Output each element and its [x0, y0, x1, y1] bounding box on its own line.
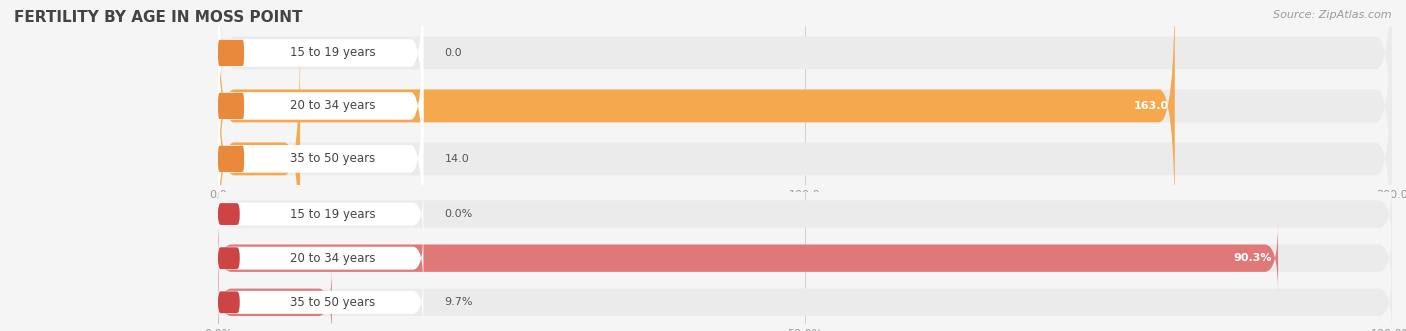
- FancyBboxPatch shape: [218, 0, 1392, 232]
- FancyBboxPatch shape: [218, 0, 423, 153]
- FancyBboxPatch shape: [218, 291, 240, 313]
- Text: 35 to 50 years: 35 to 50 years: [291, 296, 375, 309]
- Text: 9.7%: 9.7%: [444, 297, 472, 307]
- FancyBboxPatch shape: [218, 33, 299, 285]
- FancyBboxPatch shape: [218, 247, 240, 269]
- FancyBboxPatch shape: [218, 93, 245, 119]
- FancyBboxPatch shape: [218, 230, 423, 286]
- Text: 15 to 19 years: 15 to 19 years: [290, 46, 375, 60]
- FancyBboxPatch shape: [218, 186, 423, 242]
- Text: 20 to 34 years: 20 to 34 years: [290, 99, 375, 113]
- FancyBboxPatch shape: [218, 222, 1392, 294]
- Text: Source: ZipAtlas.com: Source: ZipAtlas.com: [1274, 10, 1392, 20]
- Text: 0.0%: 0.0%: [444, 209, 472, 219]
- FancyBboxPatch shape: [218, 40, 245, 66]
- FancyBboxPatch shape: [218, 0, 1392, 179]
- Text: 20 to 34 years: 20 to 34 years: [290, 252, 375, 265]
- Text: 163.0: 163.0: [1133, 101, 1168, 111]
- FancyBboxPatch shape: [218, 59, 423, 259]
- FancyBboxPatch shape: [218, 267, 332, 331]
- Text: 15 to 19 years: 15 to 19 years: [290, 208, 375, 220]
- FancyBboxPatch shape: [218, 33, 1392, 285]
- FancyBboxPatch shape: [218, 274, 423, 330]
- Text: 0.0: 0.0: [444, 48, 463, 58]
- FancyBboxPatch shape: [218, 146, 245, 172]
- Text: FERTILITY BY AGE IN MOSS POINT: FERTILITY BY AGE IN MOSS POINT: [14, 10, 302, 25]
- Text: 90.3%: 90.3%: [1233, 253, 1272, 263]
- FancyBboxPatch shape: [218, 178, 1392, 250]
- Text: 35 to 50 years: 35 to 50 years: [291, 152, 375, 166]
- FancyBboxPatch shape: [218, 222, 1278, 294]
- Text: 14.0: 14.0: [444, 154, 470, 164]
- FancyBboxPatch shape: [218, 6, 423, 206]
- FancyBboxPatch shape: [218, 267, 1392, 331]
- FancyBboxPatch shape: [218, 0, 1175, 232]
- FancyBboxPatch shape: [218, 203, 240, 225]
